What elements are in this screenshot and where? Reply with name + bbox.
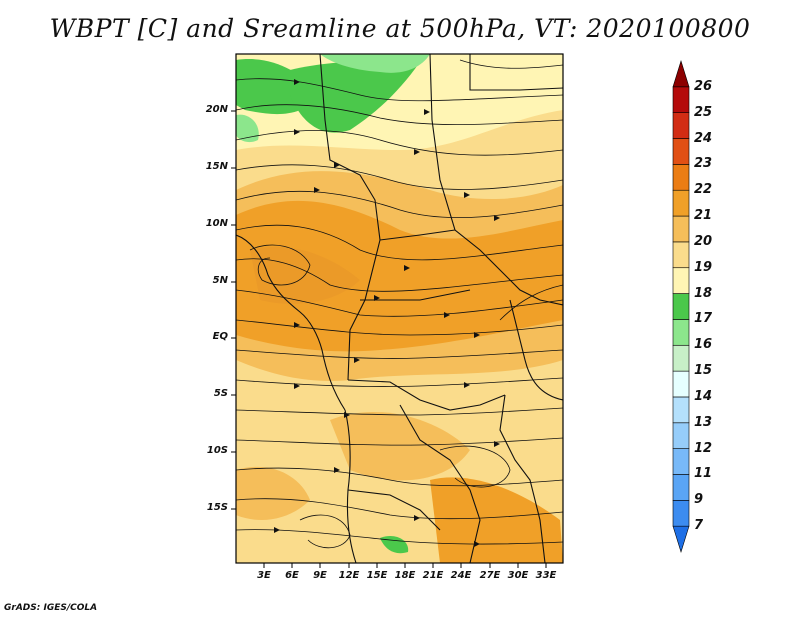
lat-tick-label: EQ	[212, 331, 228, 342]
colorbar-level-label: 11	[694, 466, 713, 482]
lat-tick-label: 15N	[205, 161, 228, 172]
streamlines	[236, 59, 563, 549]
lat-tick-label: 10S	[206, 445, 228, 456]
colorbar-level-label: 21	[694, 208, 713, 224]
colorbar-level-label: 16	[694, 337, 713, 353]
colorbar-swatch	[672, 189, 690, 217]
colorbar	[672, 59, 690, 554]
lon-tick-label: 18E	[394, 570, 416, 581]
colorbar-level-label: 24	[694, 130, 713, 146]
colorbar-level-label: 17	[694, 311, 713, 327]
colorbar-swatch	[672, 267, 690, 294]
colorbar-level-label: 18	[694, 285, 713, 301]
colorbar-swatch	[672, 319, 690, 346]
colorbar-swatch	[672, 422, 690, 449]
colorbar-swatch	[672, 112, 690, 139]
colorbar-level-label: 20	[694, 233, 713, 249]
lon-tick-label: 15E	[366, 570, 388, 581]
lon-tick-label: 3E	[257, 570, 271, 581]
colorbar-end-high	[672, 59, 690, 88]
chart-title: WBPT [C] and Sreamline at 500hPa, VT: 20…	[49, 14, 751, 43]
colorbar-level-label: 13	[694, 414, 713, 430]
footer-credit: GrADS: IGES/COLA	[4, 603, 98, 613]
colorbar-swatch	[672, 344, 690, 372]
colorbar-swatch	[672, 164, 690, 191]
colorbar-swatch	[672, 215, 690, 243]
axis-ticks	[231, 110, 547, 568]
lon-tick-label: 30E	[507, 570, 529, 581]
lon-tick-label: 33E	[535, 570, 557, 581]
map-frame	[235, 53, 564, 564]
colorbar-level-label: 12	[694, 440, 713, 456]
lon-tick-label: 6E	[285, 570, 299, 581]
lon-tick-label: 27E	[479, 570, 501, 581]
colorbar-level-label: 7	[694, 518, 704, 534]
lat-tick-label: 5S	[213, 388, 228, 399]
streamline-arrows	[274, 79, 500, 547]
colorbar-level-label: 25	[694, 104, 713, 120]
colorbar-swatch	[672, 474, 690, 501]
lon-tick-label: 9E	[313, 570, 327, 581]
lat-tick-label: 10N	[205, 218, 228, 229]
colorbar-level-label: 19	[694, 259, 713, 275]
lat-tick-label: 5N	[212, 275, 228, 286]
colorbar-swatch	[672, 138, 690, 165]
lon-tick-label: 12E	[338, 570, 360, 581]
lat-tick-label: 20N	[205, 104, 228, 115]
colorbar-end-low	[672, 525, 690, 554]
colorbar-level-label: 14	[694, 388, 713, 404]
wbpt-shading	[236, 54, 563, 563]
colorbar-level-label: 15	[694, 363, 713, 379]
country-borders	[236, 54, 563, 563]
colorbar-swatch	[672, 241, 690, 269]
lat-tick-label: 15S	[206, 502, 228, 513]
colorbar-swatch	[672, 370, 690, 398]
colorbar-level-label: 26	[694, 78, 713, 94]
colorbar-level-label: 22	[694, 182, 713, 198]
colorbar-level-label: 23	[694, 156, 713, 172]
lon-tick-label: 24E	[450, 570, 472, 581]
colorbar-level-label: 9	[694, 492, 704, 508]
colorbar-swatch	[672, 448, 690, 475]
colorbar-swatch	[672, 396, 690, 424]
lon-tick-label: 21E	[422, 570, 444, 581]
colorbar-swatch	[672, 500, 690, 527]
colorbar-swatch	[672, 293, 690, 320]
colorbar-swatch	[672, 86, 690, 113]
